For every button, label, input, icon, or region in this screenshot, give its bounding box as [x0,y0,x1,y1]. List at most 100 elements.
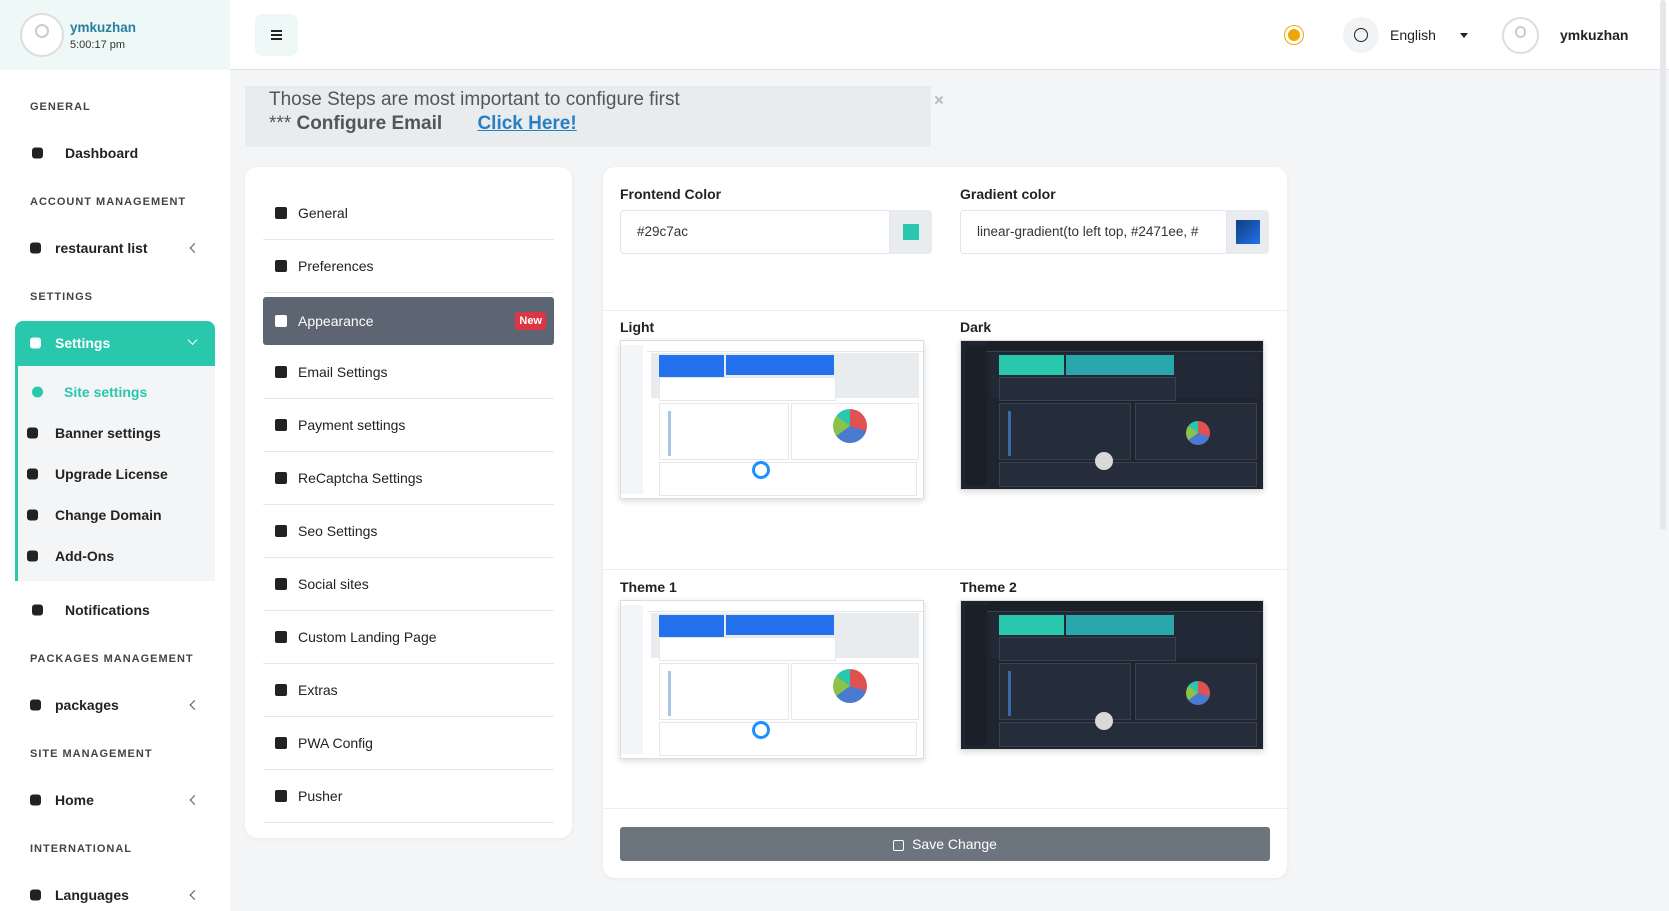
badge: New [515,312,546,330]
nav-item[interactable]: Languages [55,887,129,903]
preview-chart [659,403,789,460]
theme-preview[interactable] [620,600,924,759]
globe-icon [1354,28,1368,42]
nav-icon [30,337,41,349]
caret[interactable] [189,795,200,805]
color-picker[interactable] [890,210,932,254]
menu-label[interactable]: General [298,205,348,221]
preview-topbar [987,601,1263,612]
top-user[interactable]: ymkuzhan [1560,27,1629,43]
nav-icon [30,794,41,806]
submenu-item[interactable]: Banner settings [55,425,161,441]
menu-item[interactable]: Extras [263,664,554,717]
menu-icon [275,419,287,431]
section-heading: ACCOUNT MANAGEMENT [30,196,187,208]
preview-card [999,355,1064,375]
preview-cursor [1095,712,1113,730]
preview-chart [999,663,1131,720]
menu-item[interactable]: General [263,187,554,240]
preview-stats [999,377,1176,401]
preview-cursor [752,461,770,479]
gradient-swatch [1236,220,1260,244]
menu-toggle[interactable] [255,14,298,56]
submenu-icon [32,386,43,398]
menu-label[interactable]: ReCaptcha Settings [298,470,423,486]
menu-label[interactable]: Payment settings [298,417,406,433]
menu-item[interactable]: Payment settings [263,399,554,452]
save-button[interactable]: Save Change [620,827,1270,861]
menu-icon [275,578,287,590]
menu-label[interactable]: Email Settings [298,364,388,380]
preview-table [999,462,1257,487]
submenu-item[interactable]: Change Domain [55,507,162,523]
menu-label[interactable]: Social sites [298,576,369,592]
language-caret[interactable] [1460,33,1468,38]
menu-item-active[interactable]: Appearance New [263,297,554,345]
divider [603,808,1287,809]
theme-preview[interactable] [960,340,1264,490]
menu-label[interactable]: Seo Settings [298,523,378,539]
theme-toggle[interactable] [1288,29,1300,41]
alert-configure: Configure Email [296,113,443,134]
language-icon[interactable] [1343,17,1379,53]
preview-cursor [752,721,770,739]
menu-item[interactable]: Seo Settings [263,505,554,558]
nav-item[interactable]: Dashboard [65,145,139,161]
sidebar: ymkuzhan 5:00:17 pm GENERAL Dashboard ACCO… [0,0,230,911]
submenu-item[interactable]: Site settings [64,384,148,400]
menu-label[interactable]: Appearance [298,313,374,329]
language[interactable]: English [1390,27,1436,43]
caret[interactable] [189,700,200,710]
menu-item[interactable]: Pusher [263,770,554,823]
menu-item[interactable]: Preferences [263,240,554,293]
user-name[interactable]: ymkuzhan [70,20,137,35]
gradient-input[interactable]: linear-gradient(to left top, #2471ee, # [960,210,1227,254]
preview-card [726,615,834,635]
menu-label[interactable]: Custom Landing Page [298,629,437,645]
menu-icon [275,315,287,327]
nav-icon [30,889,41,901]
nav-item[interactable]: restaurant list [55,240,148,256]
menu-item[interactable]: Social sites [263,558,554,611]
submenu-item[interactable]: Add-Ons [55,548,115,564]
caret[interactable] [189,890,200,900]
menu-label[interactable]: Extras [298,682,338,698]
menu-item[interactable]: PWA Config [263,717,554,770]
menu-label[interactable]: Preferences [298,258,374,274]
menu-label[interactable]: Pusher [298,788,343,804]
nav-label[interactable]: Settings [55,335,111,351]
section-heading: INTERNATIONAL [30,843,133,855]
color-input[interactable]: #29c7ac [620,210,890,254]
menu-item[interactable]: ReCaptcha Settings [263,452,554,505]
theme-preview[interactable] [620,340,924,499]
nav-item[interactable]: Home [55,792,94,808]
preview-bar [1008,671,1011,716]
submenu-item[interactable]: Upgrade License [55,466,168,482]
menu-item[interactable]: Email Settings [263,346,554,399]
preview-chart [999,403,1131,460]
topbar: English ymkuzhan [230,0,1669,530]
nav-item[interactable]: packages [55,697,119,713]
nav-icon [32,604,43,616]
top-avatar[interactable] [1502,17,1539,54]
alert: Those Steps are most important to config… [245,86,931,147]
save-label: Save Change [912,836,997,852]
gradient-picker[interactable] [1227,210,1269,254]
nav-item-active[interactable]: Settings [15,321,215,366]
alert-close[interactable] [934,95,944,105]
alert-link[interactable]: Click Here! [477,113,577,134]
preview-stats [999,637,1176,661]
user-time: 5:00:17 pm [70,39,126,51]
caret[interactable] [189,243,200,253]
theme-preview[interactable] [960,600,1264,750]
nav-item[interactable]: Notifications [65,602,150,618]
preview-sidebar [965,345,987,485]
menu-item[interactable]: Custom Landing Page [263,611,554,664]
submenu-border [15,366,215,581]
menu-label[interactable]: PWA Config [298,735,373,751]
save-icon [893,840,905,851]
menu-icon [275,472,287,484]
settings-menu [245,167,572,838]
avatar[interactable] [20,13,64,57]
preview-topbar [647,601,923,612]
